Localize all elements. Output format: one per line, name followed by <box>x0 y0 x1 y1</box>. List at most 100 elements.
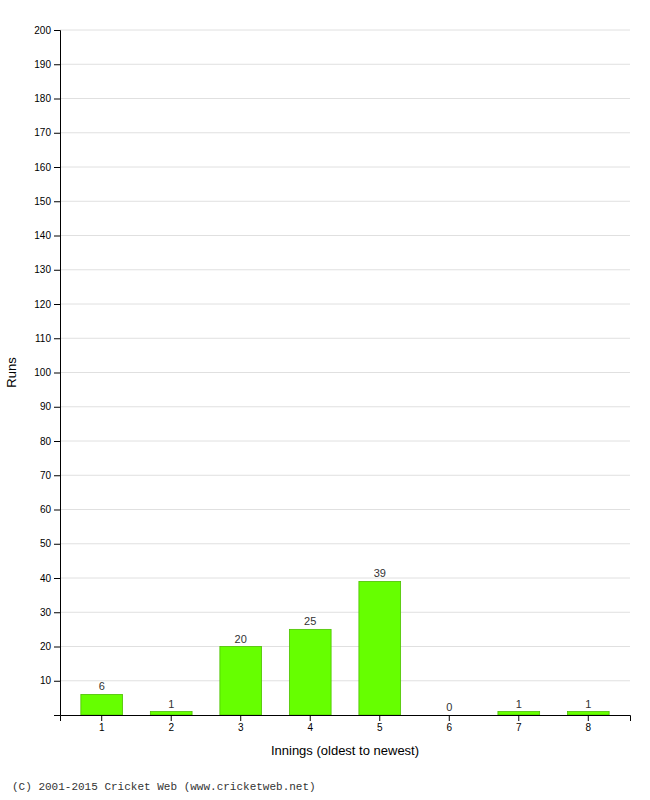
plot-area: 6120253901110203040506070809010011012013… <box>34 25 630 733</box>
tick-mark <box>54 30 60 31</box>
tick: 90 <box>40 401 60 412</box>
bar <box>81 694 123 715</box>
tick-label: 110 <box>35 333 51 344</box>
tick-label: 1 <box>99 722 105 733</box>
tick-label: 150 <box>34 196 51 207</box>
tick: 140 <box>34 230 60 241</box>
tick: 100 <box>34 367 60 378</box>
tick-mark <box>54 270 60 271</box>
tick-label: 30 <box>40 607 52 618</box>
tick: 150 <box>34 196 60 207</box>
tick: 4 <box>307 715 313 733</box>
x-axis: 12345678 <box>61 715 631 733</box>
tick-mark <box>54 304 60 305</box>
tick-label: 20 <box>40 641 52 652</box>
tick-label: 120 <box>34 299 51 310</box>
tick-mark <box>310 715 311 721</box>
tick-label: 190 <box>34 59 51 70</box>
grid-line <box>60 543 630 544</box>
bar <box>289 629 331 715</box>
tick: 80 <box>40 436 60 447</box>
tick: 2 <box>168 715 174 733</box>
tick-mark <box>54 167 60 168</box>
tick-label: 90 <box>40 401 52 412</box>
grid-line <box>60 98 630 99</box>
data-label: 1 <box>585 698 591 710</box>
grid-line <box>60 235 630 236</box>
data-label: 0 <box>446 701 452 713</box>
data-label: 1 <box>516 698 522 710</box>
tick-label: 10 <box>40 675 52 686</box>
bar <box>150 712 192 715</box>
tick: 10 <box>40 675 60 686</box>
tick-mark <box>54 441 60 442</box>
bar <box>359 581 401 715</box>
bar <box>428 715 470 716</box>
grid-line <box>60 509 630 510</box>
tick: 30 <box>40 607 60 618</box>
tick-mark <box>54 236 60 237</box>
y-axis-title: Runs <box>4 357 19 388</box>
tick: 40 <box>40 573 60 584</box>
tick-mark <box>54 133 60 134</box>
tick-mark <box>240 715 241 721</box>
tick-label: 140 <box>34 230 51 241</box>
tick-mark <box>518 715 519 721</box>
tick-label: 180 <box>34 93 51 104</box>
data-label: 25 <box>304 615 316 627</box>
tick-label: 7 <box>516 722 522 733</box>
grid <box>60 30 630 681</box>
tick-mark <box>54 612 60 613</box>
tick-mark <box>449 715 450 721</box>
bars <box>81 581 609 715</box>
tick: 3 <box>238 715 244 733</box>
tick-mark <box>54 373 60 374</box>
data-label: 1 <box>168 698 174 710</box>
tick-mark <box>101 715 102 721</box>
tick: 7 <box>516 715 522 733</box>
tick: 70 <box>40 470 60 481</box>
axis-line <box>61 716 631 722</box>
bar <box>220 647 262 716</box>
grid-line <box>60 64 630 65</box>
grid-line <box>60 578 630 579</box>
grid-line <box>60 30 630 31</box>
tick-label: 40 <box>40 573 52 584</box>
tick-label: 8 <box>586 722 592 733</box>
grid-line <box>60 269 630 270</box>
tick-mark <box>54 99 60 100</box>
grid-line <box>60 338 630 339</box>
tick-mark <box>54 201 60 202</box>
tick-label: 6 <box>446 722 452 733</box>
grid-line <box>60 475 630 476</box>
tick-label: 4 <box>307 722 313 733</box>
data-label: 6 <box>99 680 105 692</box>
tick: 180 <box>34 93 60 104</box>
tick-label: 2 <box>168 722 174 733</box>
chart: 6120253901110203040506070809010011012013… <box>0 0 650 800</box>
bar <box>498 712 540 715</box>
tick-label: 70 <box>40 470 52 481</box>
tick-label: 130 <box>34 264 51 275</box>
tick-mark <box>54 510 60 511</box>
tick: 110 <box>35 333 60 344</box>
data-label: 20 <box>235 633 247 645</box>
y-axis: 1020304050607080901001101201301401501601… <box>34 25 60 716</box>
grid-line <box>60 372 630 373</box>
tick-mark <box>54 338 60 339</box>
tick: 170 <box>34 127 60 138</box>
grid-line <box>60 132 630 133</box>
grid-line <box>60 201 630 202</box>
tick: 8 <box>586 715 592 733</box>
tick-label: 200 <box>34 25 51 36</box>
grid-line <box>60 304 630 305</box>
tick-label: 80 <box>40 436 52 447</box>
tick-mark <box>54 64 60 65</box>
axis-line <box>54 31 61 716</box>
tick: 200 <box>34 25 60 36</box>
x-axis-title: Innings (oldest to newest) <box>271 743 419 758</box>
grid-line <box>60 406 630 407</box>
tick-mark <box>54 544 60 545</box>
tick-mark <box>54 407 60 408</box>
tick-mark <box>54 647 60 648</box>
